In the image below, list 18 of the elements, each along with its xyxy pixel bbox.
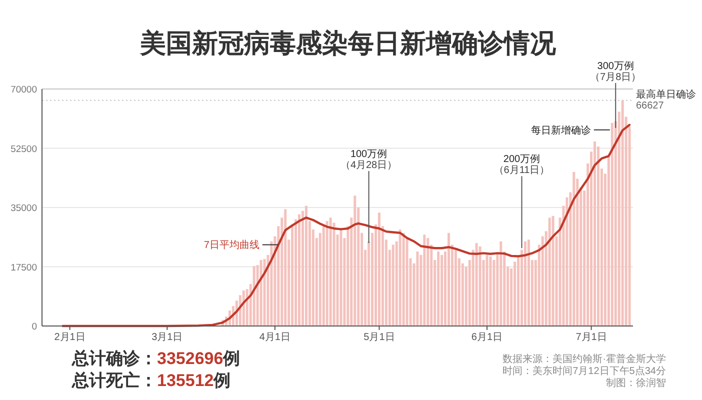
x-tick-label: 4月1日 [259,332,290,343]
y-tick-label: 17500 [10,262,37,274]
y-tick-label: 70000 [10,84,37,96]
title: 美国新冠病毒感染每日新增确诊情况 [140,28,556,58]
x-tick-label: 2月1日 [54,332,86,343]
y-tick-label: 52500 [10,144,37,155]
annotation: 100万例（4月28日） [340,149,398,172]
x-tick-label: 6月1日 [471,332,503,343]
ref-line-label: 最高单日确诊 66627 [636,88,696,112]
y-tick-label: 0 [32,322,37,332]
x-tick-label: 3月1日 [152,332,183,343]
annotation: 200万例（6月11日） [494,154,550,176]
annotation: 200万例（6月11日） [494,154,550,249]
y-tick-label: 35000 [10,203,37,214]
x-tick-label: 7月1日 [576,332,607,343]
x-tick-label: 5月1日 [364,332,395,343]
annotation: 300万例（7月8日） [590,61,642,83]
annotation: 100万例（4月28日） [340,149,398,244]
